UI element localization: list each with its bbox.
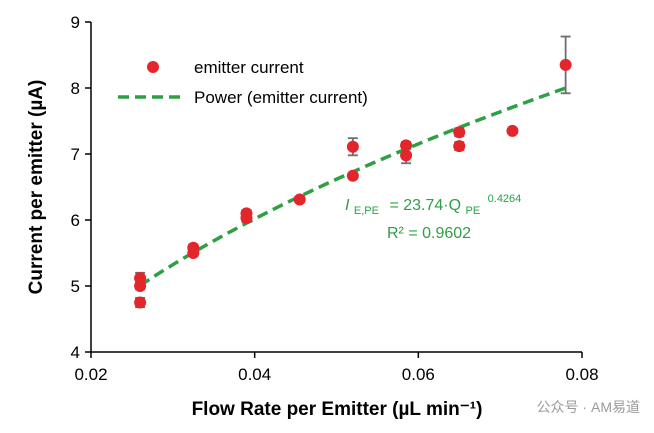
data-point xyxy=(293,193,306,206)
fit-equation: I E,PE = 23.74·Q PE 0.4264 xyxy=(345,193,521,218)
legend: emitter current Power (emitter current) xyxy=(118,58,368,107)
power-fit-line xyxy=(139,86,567,287)
data-point xyxy=(453,140,466,153)
data-point xyxy=(134,296,147,309)
x-tick-label: 0.06 xyxy=(402,365,435,384)
eq-coefficient: = 23.74·Q xyxy=(389,197,461,214)
y-tick-label: 9 xyxy=(71,13,80,32)
watermark: 公众号 · AM易道 xyxy=(537,399,640,415)
x-axis-title: Flow Rate per Emitter (µL min⁻¹) xyxy=(192,399,483,420)
y-tick-label: 6 xyxy=(71,211,80,230)
data-point xyxy=(134,280,147,292)
eq-rhs-exponent: 0.4264 xyxy=(488,193,522,205)
y-ticks: 4 5 6 7 8 9 xyxy=(71,13,91,362)
y-axis-title: Current per emitter (µA) xyxy=(26,80,47,295)
data-point xyxy=(240,212,253,225)
legend-label-power-fit: Power (emitter current) xyxy=(194,88,368,107)
eq-lhs-symbol: I xyxy=(345,197,350,214)
data-point xyxy=(400,149,413,162)
x-tick-label: 0.02 xyxy=(74,365,107,384)
r-squared: R² = 0.9602 xyxy=(387,225,471,242)
x-tick-label: 0.08 xyxy=(565,365,598,384)
y-tick-label: 8 xyxy=(71,79,80,98)
data-points xyxy=(134,58,572,309)
legend-label-emitter-current: emitter current xyxy=(194,58,304,77)
y-tick-label: 5 xyxy=(71,277,80,296)
data-point xyxy=(187,247,200,259)
eq-lhs-subscript: E,PE xyxy=(354,205,379,217)
data-point xyxy=(346,140,359,153)
data-point xyxy=(559,58,572,71)
eq-rhs-subscript: PE xyxy=(466,205,481,217)
data-point xyxy=(453,126,466,139)
x-ticks: 0.02 0.04 0.06 0.08 xyxy=(74,352,599,384)
fit-layer xyxy=(139,86,567,287)
y-tick-label: 7 xyxy=(71,145,80,164)
data-point xyxy=(400,139,413,152)
data-point xyxy=(346,169,359,182)
fit-annotation: I E,PE = 23.74·Q PE 0.4264 R² = 0.9602 xyxy=(345,193,521,242)
y-tick-label: 4 xyxy=(71,343,80,362)
x-tick-label: 0.04 xyxy=(238,365,271,384)
legend-marker-emitter-current xyxy=(147,61,159,73)
data-point xyxy=(506,124,519,137)
